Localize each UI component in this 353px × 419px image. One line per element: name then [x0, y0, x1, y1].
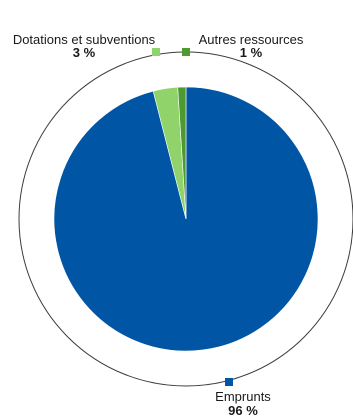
legend-marker-emprunts [225, 378, 233, 386]
slice-label-emprunts: Emprunts [215, 389, 271, 404]
label-group-autres: Autres ressources 1 % [182, 32, 304, 60]
label-group-emprunts: Emprunts 96 % [215, 378, 271, 418]
pie-slice-autres [177, 86, 187, 220]
slice-value-emprunts: 96 % [228, 403, 258, 418]
slice-label-autres: Autres ressources [199, 32, 304, 47]
pie-slices [53, 86, 319, 352]
legend-marker-dotations [152, 48, 160, 56]
label-group-dotations: Dotations et subventions 3 % [13, 32, 160, 60]
slice-label-dotations: Dotations et subventions [13, 32, 156, 47]
legend-marker-autres [182, 48, 190, 56]
slice-value-dotations: 3 % [73, 45, 96, 60]
slice-value-autres: 1 % [240, 45, 263, 60]
